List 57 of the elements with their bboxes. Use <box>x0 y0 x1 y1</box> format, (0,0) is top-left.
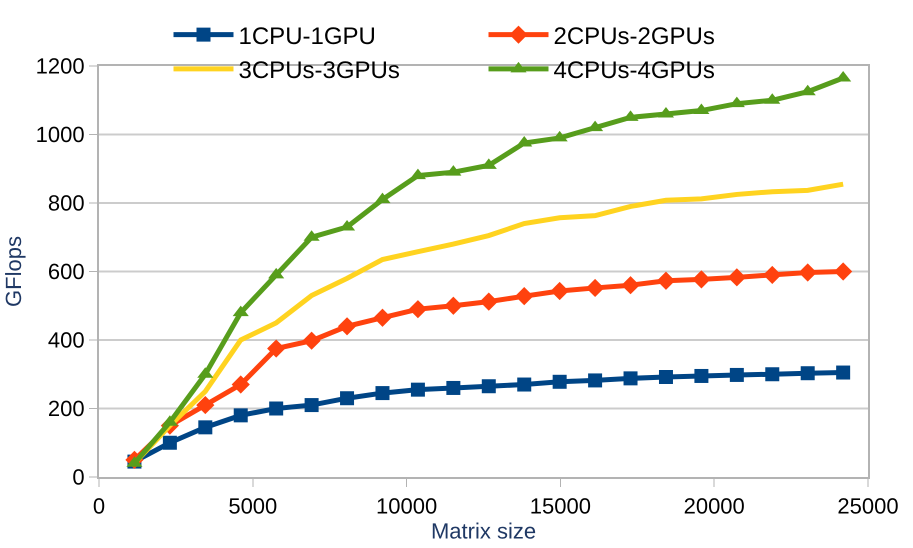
point <box>800 366 815 380</box>
point <box>658 370 673 384</box>
y-tick-label: 0 <box>72 464 85 490</box>
y-axis-title: GFlops <box>0 236 26 307</box>
point <box>338 317 356 336</box>
point <box>730 368 744 382</box>
point <box>234 408 248 422</box>
point <box>586 278 604 298</box>
point <box>375 386 390 400</box>
x-tick-label: 0 <box>92 493 106 518</box>
legend-label: 4CPUs-4GPUs <box>554 57 715 84</box>
x-tick-label: 25000 <box>837 493 899 518</box>
point <box>621 276 640 294</box>
point <box>728 268 746 286</box>
x-tick-label: 20000 <box>684 493 745 518</box>
point <box>515 287 534 306</box>
point <box>765 367 780 382</box>
point <box>444 296 462 315</box>
point <box>196 396 214 414</box>
legend-label: 3CPUs-3GPUs <box>238 57 400 84</box>
point <box>552 374 567 389</box>
legend-label: 1CPU-1GPU <box>238 23 376 50</box>
point <box>162 436 177 450</box>
y-tick-label: 600 <box>48 259 85 284</box>
point <box>198 420 212 434</box>
point <box>304 398 319 412</box>
point <box>588 373 602 388</box>
y-tick-label: 200 <box>48 396 85 422</box>
point <box>446 380 460 395</box>
y-tick-label: 800 <box>48 190 85 216</box>
point <box>834 262 852 281</box>
point <box>694 368 708 383</box>
x-tick-label: 15000 <box>530 493 591 518</box>
point <box>798 263 817 282</box>
point <box>340 391 354 406</box>
point <box>517 378 532 392</box>
y-tick-label: 400 <box>48 328 85 353</box>
point <box>480 292 498 311</box>
point <box>373 308 392 327</box>
point <box>408 300 428 318</box>
x-axis-title: Matrix size <box>430 518 536 544</box>
x-tick-label: 10000 <box>376 493 438 518</box>
legend-label: 2CPUs-2GPUs <box>554 23 715 50</box>
point <box>482 379 496 394</box>
point <box>232 375 250 394</box>
point <box>267 339 286 358</box>
x-tick-label: 5000 <box>228 493 278 518</box>
point <box>763 266 782 284</box>
point <box>410 382 425 397</box>
point <box>624 371 638 386</box>
point <box>302 332 321 350</box>
point <box>692 270 710 288</box>
y-tick-label: 1000 <box>36 122 85 148</box>
point <box>550 282 569 300</box>
y-tick-label: 1200 <box>36 54 85 79</box>
point <box>269 402 284 416</box>
point <box>836 366 850 380</box>
